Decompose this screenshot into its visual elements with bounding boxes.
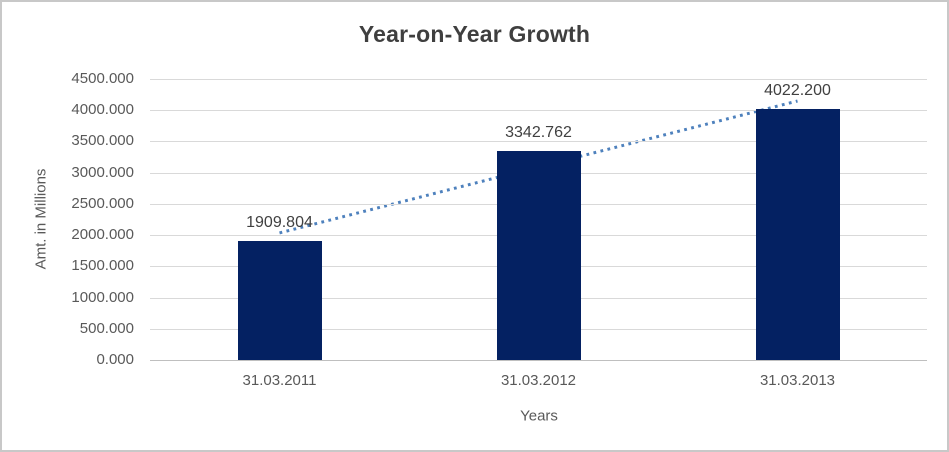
x-tick-label: 31.03.2013 (759, 372, 836, 389)
y-tick-label: 2000.000 (71, 226, 134, 243)
data-label: 1909.804 (246, 213, 313, 231)
x-tick-label: 31.03.2012 (500, 372, 577, 389)
y-tick-label: 3500.000 (71, 132, 134, 149)
y-tick-label: 0.000 (96, 351, 134, 368)
gridline (150, 79, 927, 80)
y-tick-label: 500.000 (79, 320, 134, 337)
bar-31.03.2011 (237, 240, 322, 360)
gridline (150, 110, 927, 111)
y-tick-label: 2500.000 (71, 195, 134, 212)
bar-31.03.2013 (755, 108, 840, 360)
y-tick-label: 4500.000 (71, 70, 134, 87)
data-label: 3342.762 (505, 124, 572, 142)
x-axis-line (150, 360, 927, 361)
data-label: 4022.200 (764, 81, 831, 99)
x-tick-label: 31.03.2011 (242, 372, 317, 389)
y-axis-title: Amt. in Millions (32, 168, 50, 270)
gridline (150, 141, 927, 142)
y-tick-label: 4000.000 (71, 101, 134, 118)
bar-31.03.2012 (496, 151, 581, 360)
x-axis-title: Years (520, 407, 558, 425)
y-tick-label: 1500.000 (71, 257, 134, 274)
y-tick-label: 1000.000 (71, 289, 134, 306)
y-tick-label: 3000.000 (71, 164, 134, 181)
chart-title: Year-on-Year Growth (358, 21, 591, 47)
